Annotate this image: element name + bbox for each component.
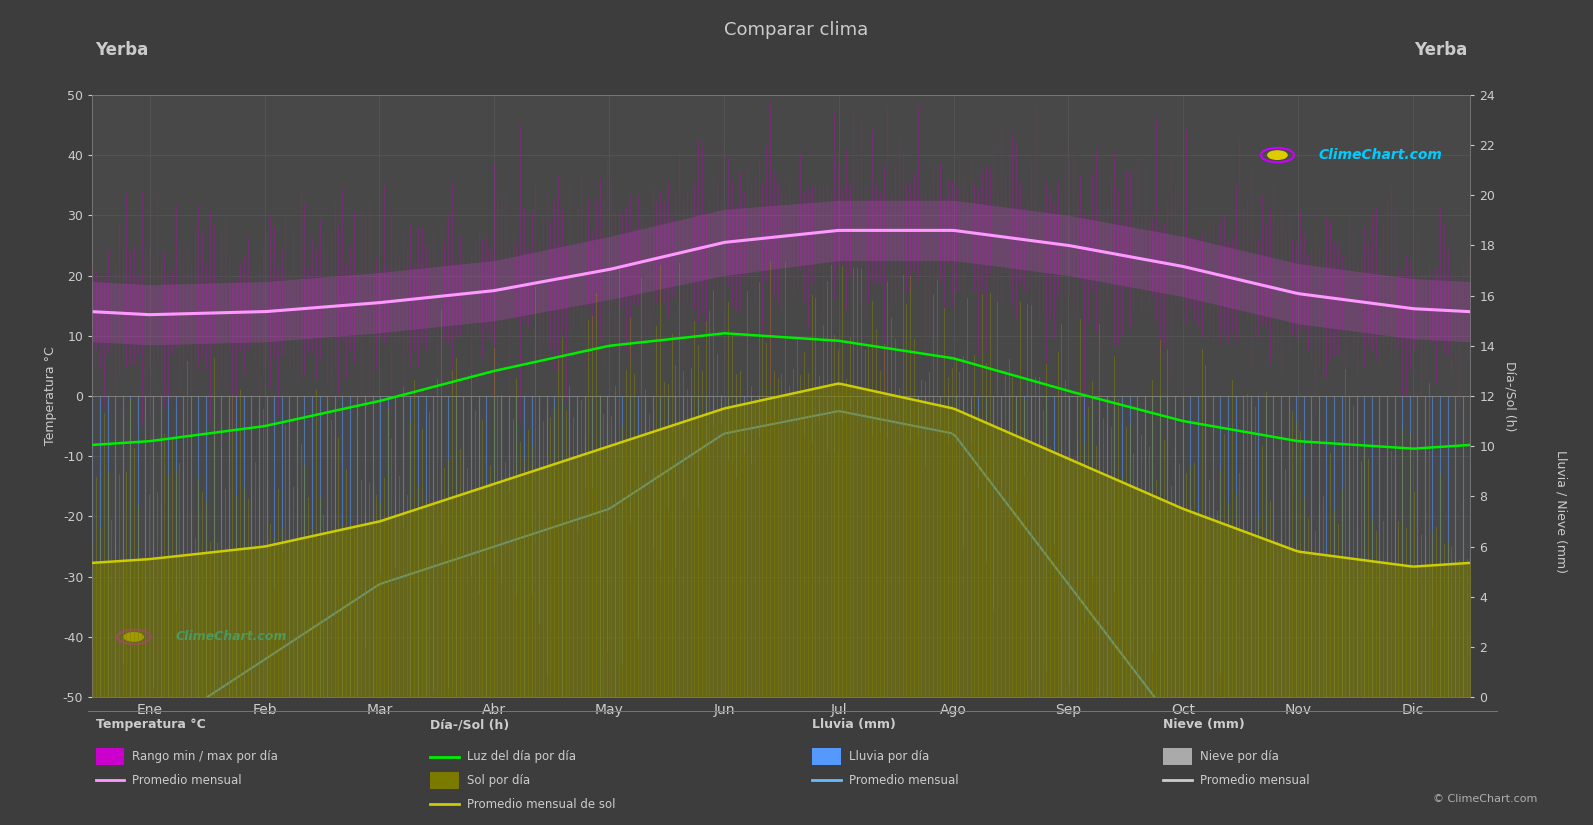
Text: Día-/Sol (h): Día-/Sol (h) [430, 719, 510, 732]
Text: Yerba: Yerba [1415, 40, 1467, 59]
Text: Luz del día por día: Luz del día por día [467, 750, 575, 763]
Text: Lluvia / Nieve (mm): Lluvia / Nieve (mm) [1555, 450, 1568, 573]
Text: Temperatura °C: Temperatura °C [96, 719, 205, 732]
Y-axis label: Temperatura °C: Temperatura °C [45, 346, 57, 446]
Text: Promedio mensual: Promedio mensual [1200, 774, 1309, 787]
Text: ClimeChart.com: ClimeChart.com [1319, 148, 1443, 162]
Text: Sol por día: Sol por día [467, 774, 530, 787]
Text: Rango min / max por día: Rango min / max por día [132, 750, 279, 763]
Text: Lluvia (mm): Lluvia (mm) [812, 719, 897, 732]
Text: Nieve por día: Nieve por día [1200, 750, 1279, 763]
Text: Lluvia por día: Lluvia por día [849, 750, 929, 763]
Text: Promedio mensual de sol: Promedio mensual de sol [467, 798, 615, 811]
Text: Promedio mensual: Promedio mensual [849, 774, 959, 787]
Text: ClimeChart.com: ClimeChart.com [175, 630, 287, 644]
Circle shape [124, 633, 143, 641]
Circle shape [1268, 151, 1287, 159]
Y-axis label: Día-/Sol (h): Día-/Sol (h) [1504, 361, 1517, 431]
Text: Promedio mensual: Promedio mensual [132, 774, 242, 787]
Text: © ClimeChart.com: © ClimeChart.com [1432, 794, 1537, 804]
Text: Comparar clima: Comparar clima [725, 21, 868, 39]
Text: Yerba: Yerba [96, 40, 148, 59]
Text: Nieve (mm): Nieve (mm) [1163, 719, 1244, 732]
